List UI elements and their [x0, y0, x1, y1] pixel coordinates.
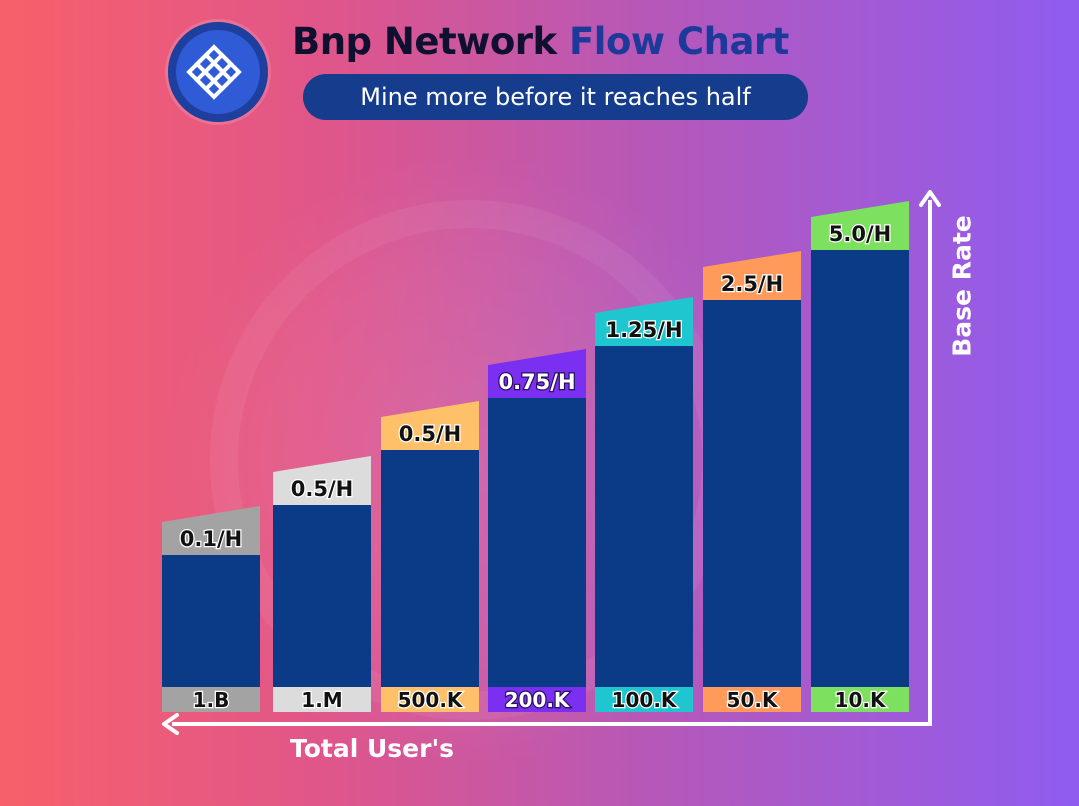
category-tag-1: [273, 687, 371, 712]
category-label-6: 10.K: [835, 688, 887, 712]
rate-label-5: 2.5/H: [721, 272, 783, 296]
rate-label-2: 0.5/H: [399, 422, 461, 446]
category-tag-4: [595, 687, 693, 712]
bar-1: [273, 505, 371, 712]
category-label-1: 1.M: [301, 688, 342, 712]
chart-title: Bnp Network Flow Chart: [292, 20, 789, 63]
bar-4: [595, 346, 693, 712]
category-label-2: 500.K: [398, 688, 464, 712]
category-tag-2: [381, 687, 479, 712]
rate-label-1: 0.5/H: [291, 477, 353, 501]
category-tag-5: [703, 687, 801, 712]
chart-subtitle: Mine more before it reaches half: [303, 74, 808, 120]
chart-bars: 0.1/H 1.B 0.5/H 1.M 0.5/H 500.K 0.75/H 200.K 1.2…: [162, 201, 909, 713]
rate-tag-3: [488, 349, 586, 398]
rate-label-0: 0.1/H: [180, 527, 242, 551]
bar-0: [162, 555, 260, 712]
category-label-4: 100.K: [612, 688, 678, 712]
rate-tag-4: [595, 297, 693, 346]
category-label-3: 200.K: [505, 688, 571, 712]
title-part-2: Flow Chart: [569, 20, 789, 63]
bar-2: [381, 450, 479, 712]
category-label-0: 1.B: [193, 688, 230, 712]
rate-label-6: 5.0/H: [829, 222, 891, 246]
rate-label-3: 0.75/H: [498, 370, 575, 394]
title-part-1: Bnp Network: [292, 20, 557, 63]
rate-tag-0: [162, 506, 260, 555]
x-axis-label: Total User's: [290, 734, 455, 763]
rate-tag-5: [703, 251, 801, 300]
bnp-network-logo-icon: [168, 22, 268, 122]
rate-tag-2: [381, 401, 479, 450]
y-axis-label: Base Rate: [947, 215, 977, 357]
bar-5: [703, 300, 801, 712]
bar-3: [488, 398, 586, 712]
x-axis-arrow-icon: [162, 713, 179, 735]
category-label-5: 50.K: [727, 688, 779, 712]
bar-6: [811, 250, 909, 712]
y-axis-arrow-icon: [919, 190, 941, 207]
rate-tag-6: [811, 201, 909, 250]
chart-axes: [162, 190, 941, 735]
category-tag-6: [811, 687, 909, 712]
rate-tag-1: [273, 456, 371, 505]
category-tag-0: [162, 687, 260, 712]
category-tag-3: [488, 687, 586, 712]
rate-label-4: 1.25/H: [605, 318, 682, 342]
